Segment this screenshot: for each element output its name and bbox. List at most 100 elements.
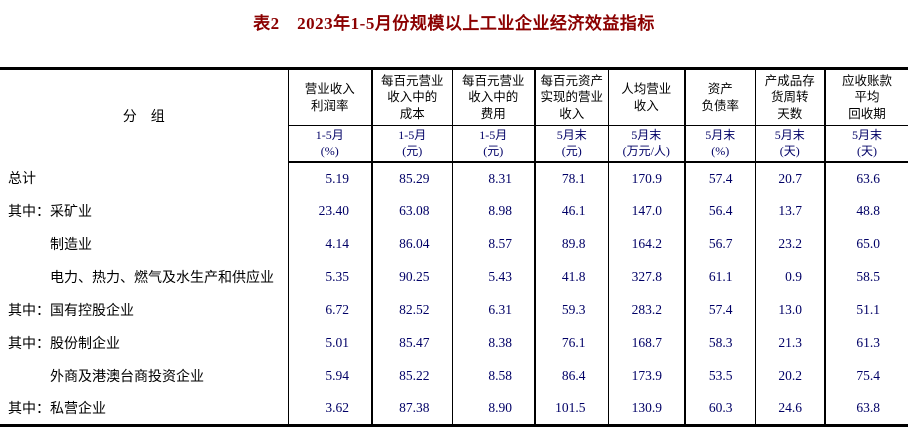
- indicators-table: 分 组 营业收入 利润率 每百元营业 收入中的 成本 每百元营业 收入中的 费用 每百…: [0, 67, 908, 427]
- table-row: 外商及港澳台商投资企业 5.94 85.22 8.58 86.4 173.9 53.5 20.…: [0, 359, 908, 393]
- column-period-unit: 5月末 (%): [684, 125, 755, 163]
- value-cell: 13.0: [754, 293, 825, 327]
- row-label: 电力、热力、燃气及水生产和供应业: [50, 270, 274, 286]
- value-cell: 8.90: [451, 392, 535, 426]
- column-header: 应收账款 平均 回收期: [824, 68, 908, 126]
- row-label: 其中：国有控股企业: [8, 303, 134, 319]
- row-label: 其中：私营企业: [8, 401, 106, 418]
- value-cell: 41.8: [534, 260, 608, 294]
- column-period-unit: 5月末 (万元/人): [607, 125, 685, 163]
- value-cell: 51.1: [824, 293, 908, 327]
- table-header: 分 组 营业收入 利润率 每百元营业 收入中的 成本 每百元营业 收入中的 费用 每百…: [0, 68, 908, 163]
- table-row: 其中：国有控股企业 6.72 82.52 6.31 59.3 283.2 57.4 13.0 5…: [0, 293, 908, 327]
- value-cell: 8.58: [451, 359, 535, 393]
- value-cell: 20.7: [754, 161, 825, 195]
- value-cell: 90.25: [371, 260, 452, 294]
- value-cell: 130.9: [607, 392, 685, 426]
- value-cell: 58.3: [684, 326, 755, 360]
- value-cell: 283.2: [607, 293, 685, 327]
- value-cell: 61.3: [824, 326, 908, 360]
- value-cell: 63.6: [824, 161, 908, 195]
- value-cell: 85.22: [371, 359, 452, 393]
- value-cell: 101.5: [534, 392, 608, 426]
- header-row-units: 1-5月 (%) 1-5月 (元) 1-5月 (元) 5月末 (元) 5月末 (万元/人) 5月末(…: [0, 125, 908, 163]
- value-cell: 56.4: [684, 194, 755, 228]
- value-cell: 86.04: [371, 227, 452, 261]
- row-label: 其中：股份制企业: [8, 336, 120, 352]
- value-cell: 23.2: [754, 227, 825, 261]
- value-cell: 57.4: [684, 293, 755, 327]
- table-row: 其中：采矿业 23.40 63.08 8.98 46.1 147.0 56.4 13.7 48.…: [0, 194, 908, 228]
- value-cell: 59.3: [534, 293, 608, 327]
- value-cell: 60.3: [684, 392, 755, 426]
- table-row: 其中：私营企业 3.62 87.38 8.90 101.5 130.9 60.3 24.6 63…: [0, 392, 908, 426]
- value-cell: 78.1: [534, 161, 608, 195]
- value-cell: 75.4: [824, 359, 908, 393]
- value-cell: 8.38: [451, 326, 535, 360]
- value-cell: 5.94: [287, 359, 372, 393]
- value-cell: 21.3: [754, 326, 825, 360]
- column-period-unit: 5月末 (天): [824, 125, 908, 163]
- table-row: 其中：股份制企业 5.01 85.47 8.38 76.1 168.7 58.3 21.3 61…: [0, 326, 908, 360]
- column-header: 每百元营业 收入中的 费用: [451, 68, 535, 126]
- page: 表2 2023年1-5月份规模以上工业企业经济效益指标 分 组 营业收入 利润率…: [0, 9, 908, 427]
- value-cell: 82.52: [371, 293, 452, 327]
- value-cell: 23.40: [287, 194, 372, 228]
- value-cell: 63.08: [371, 194, 452, 228]
- value-cell: 4.14: [287, 227, 372, 261]
- header-row-names: 分 组 营业收入 利润率 每百元营业 收入中的 成本 每百元营业 收入中的 费用 每百…: [0, 68, 908, 162]
- value-cell: 0.9: [754, 260, 825, 294]
- column-period-unit: 1-5月 (%): [287, 125, 372, 163]
- value-cell: 57.4: [684, 161, 755, 195]
- column-header: 营业收入 利润率: [287, 68, 372, 126]
- value-cell: 20.2: [754, 359, 825, 393]
- value-cell: 56.7: [684, 227, 755, 261]
- value-cell: 327.8: [607, 260, 685, 294]
- table-title: 表2 2023年1-5月份规模以上工业企业经济效益指标: [253, 14, 655, 33]
- table-row: 制造业 4.14 86.04 8.57 89.8 164.2 56.7 23.2 65.0: [0, 227, 908, 261]
- value-cell: 6.72: [287, 293, 372, 327]
- value-cell: 24.6: [754, 392, 825, 426]
- value-cell: 13.7: [754, 194, 825, 228]
- row-label: 外商及港澳台商投资企业: [50, 369, 204, 385]
- value-cell: 8.57: [451, 227, 535, 261]
- table-row: 总计 5.19 85.29 8.31 78.1 170.9 57.4 20.7 63.6: [0, 161, 908, 195]
- value-cell: 86.4: [534, 359, 608, 393]
- column-period-unit: 1-5月 (元): [451, 125, 535, 163]
- value-cell: 65.0: [824, 227, 908, 261]
- value-cell: 3.62: [287, 392, 372, 426]
- value-cell: 46.1: [534, 194, 608, 228]
- row-label: 其中：采矿业: [8, 204, 92, 220]
- value-cell: 63.8: [824, 392, 908, 426]
- value-cell: 170.9: [607, 161, 685, 195]
- value-cell: 89.8: [534, 227, 608, 261]
- value-cell: 58.5: [824, 260, 908, 294]
- column-header: 每百元营业 收入中的 成本: [371, 68, 452, 126]
- column-header: 产成品存 货周转 天数: [754, 68, 825, 126]
- column-period-unit: 5月末 (天): [754, 125, 825, 163]
- value-cell: 87.38: [371, 392, 452, 426]
- row-label: 总计: [8, 171, 36, 187]
- value-cell: 168.7: [607, 326, 685, 360]
- value-cell: 164.2: [607, 227, 685, 261]
- value-cell: 6.31: [451, 293, 535, 327]
- value-cell: 5.43: [451, 260, 535, 294]
- column-header: 资产 负债率: [684, 68, 755, 126]
- column-period-unit: 1-5月 (元): [371, 125, 452, 163]
- value-cell: 147.0: [607, 194, 685, 228]
- value-cell: 76.1: [534, 326, 608, 360]
- value-cell: 8.98: [451, 194, 535, 228]
- value-cell: 53.5: [684, 359, 755, 393]
- value-cell: 85.29: [371, 161, 452, 195]
- column-period-unit: 5月末 (元): [534, 125, 608, 163]
- table-body: 总计 5.19 85.29 8.31 78.1 170.9 57.4 20.7 63.6 其中：采…: [0, 161, 908, 426]
- table-row: 电力、热力、燃气及水生产和供应业 5.35 90.25 5.43 41.8 327.8 61…: [0, 260, 908, 294]
- value-cell: 5.19: [287, 161, 372, 195]
- value-cell: 8.31: [451, 161, 535, 195]
- value-cell: 48.8: [824, 194, 908, 228]
- value-cell: 5.01: [287, 326, 372, 360]
- value-cell: 173.9: [607, 359, 685, 393]
- column-header: 每百元资产 实现的营业 收入: [534, 68, 608, 126]
- value-cell: 85.47: [371, 326, 452, 360]
- value-cell: 5.35: [287, 260, 372, 294]
